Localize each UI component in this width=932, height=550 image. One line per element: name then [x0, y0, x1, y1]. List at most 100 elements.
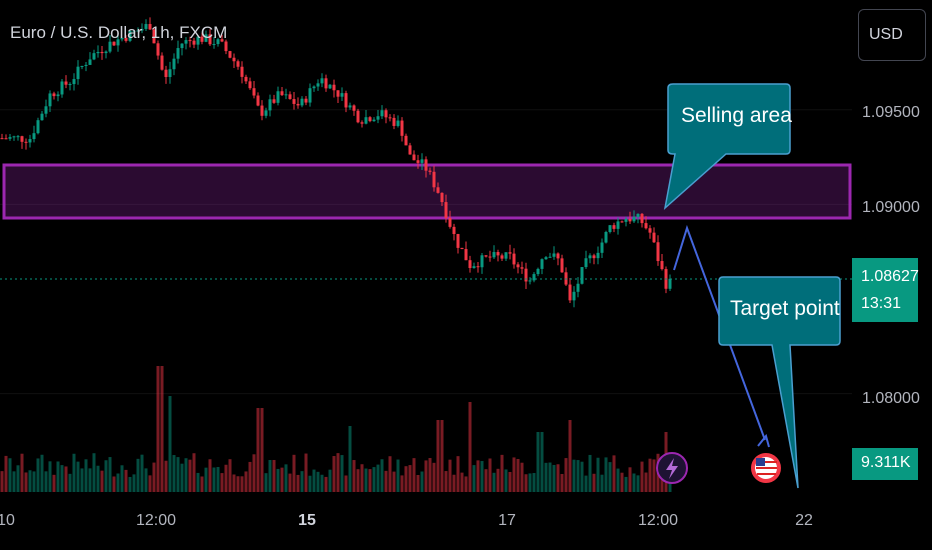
time-tick-4: 17: [498, 512, 516, 529]
volume-bar: [492, 472, 496, 492]
candle-body: [244, 76, 248, 82]
volume-bar: [608, 462, 612, 492]
volume-bar: [80, 468, 84, 492]
candle-body: [600, 242, 604, 253]
candle-body: [280, 91, 284, 96]
candle-body: [288, 94, 292, 100]
volume-bar: [0, 471, 4, 492]
volume-bar: [72, 453, 76, 492]
candle-body: [12, 136, 16, 138]
volume-bar: [600, 474, 604, 492]
candle-body: [540, 259, 544, 269]
volume-bar: [556, 464, 560, 492]
target-point-callout[interactable]: [718, 276, 841, 489]
candle-body: [216, 39, 220, 45]
candle-body: [264, 110, 268, 116]
candle-body: [212, 44, 216, 46]
volume-bar: [192, 453, 196, 492]
candle-body: [572, 291, 576, 301]
volume-bar: [568, 420, 572, 492]
volume-bar: [184, 458, 188, 492]
volume-bar: [592, 473, 596, 492]
volume-bar: [440, 420, 444, 492]
candle-body: [500, 255, 504, 259]
candle-body: [332, 84, 336, 91]
volume-bar: [252, 454, 256, 492]
volume-bar: [124, 469, 128, 492]
candle-body: [208, 34, 212, 45]
volume-bar: [208, 459, 212, 492]
candle-body: [144, 24, 148, 29]
candle-body: [468, 260, 472, 269]
candle-body: [628, 218, 632, 222]
volume-bar: [456, 456, 460, 492]
candle-body: [128, 30, 132, 41]
currency-button[interactable]: USD: [858, 9, 926, 61]
candle-body: [324, 78, 328, 89]
selling-zone[interactable]: [2, 163, 852, 220]
candle-body: [644, 223, 648, 229]
candle-body: [8, 137, 12, 139]
volume-bar: [32, 471, 36, 492]
time-tick-6: 22: [795, 512, 813, 529]
candle-body: [76, 66, 80, 80]
volume-bar: [264, 473, 268, 492]
candle-body: [272, 99, 276, 103]
time-tick-3: 15: [298, 512, 316, 529]
candle-body: [428, 170, 432, 172]
volume-bar: [512, 457, 516, 492]
candle-body: [460, 247, 464, 250]
candle-body: [536, 268, 540, 275]
volume-bar: [232, 474, 236, 492]
volume-bar: [108, 457, 112, 492]
candle-body: [608, 225, 612, 233]
candle-body: [648, 228, 652, 233]
volume-bar: [404, 466, 408, 492]
volume-bar: [156, 366, 160, 492]
volume-bar: [296, 474, 300, 492]
candle-body: [504, 252, 508, 259]
candle-body: [200, 36, 204, 42]
lightning-icon[interactable]: [656, 452, 688, 484]
volume-bar: [284, 464, 288, 492]
candle-body: [104, 51, 108, 54]
volume-bar: [4, 455, 8, 492]
candle-body: [72, 79, 76, 85]
forecast-arrow[interactable]: [673, 224, 766, 441]
volume-bar: [24, 472, 28, 492]
candle-body: [16, 136, 20, 138]
volume-bar: [128, 476, 132, 492]
volume-bar: [84, 459, 88, 492]
candle-body: [224, 41, 228, 52]
candle-body: [164, 69, 168, 78]
volume-bar: [132, 474, 136, 492]
arrow-head: [757, 433, 770, 448]
volume-bar: [616, 468, 620, 492]
candle-body: [488, 256, 492, 258]
candle-body: [396, 120, 400, 126]
volume-bar: [596, 457, 600, 492]
price-tick-2: 1.09000: [862, 199, 920, 216]
candle-body: [300, 98, 304, 106]
candle-body: [612, 225, 616, 229]
volume-bar: [604, 457, 608, 492]
candle-body: [632, 216, 636, 222]
volume-bar: [220, 473, 224, 492]
volume-bar: [532, 473, 536, 492]
volume-bar: [104, 460, 108, 492]
volume-bar: [540, 432, 544, 492]
candle-body: [176, 48, 180, 59]
candle-body: [192, 40, 196, 45]
candle-body: [68, 84, 72, 86]
volume-bar: [76, 461, 80, 492]
volume-bar: [320, 474, 324, 492]
volume-bar: [164, 460, 168, 492]
candle-body: [0, 138, 4, 140]
selling-area-callout[interactable]: [663, 83, 791, 211]
volume-bar: [8, 458, 12, 492]
time-tick-1: 10: [0, 512, 15, 529]
price-tick-3: 1.08000: [862, 390, 920, 407]
us-flag-icon[interactable]: [751, 453, 781, 483]
volume-bar: [308, 475, 312, 492]
